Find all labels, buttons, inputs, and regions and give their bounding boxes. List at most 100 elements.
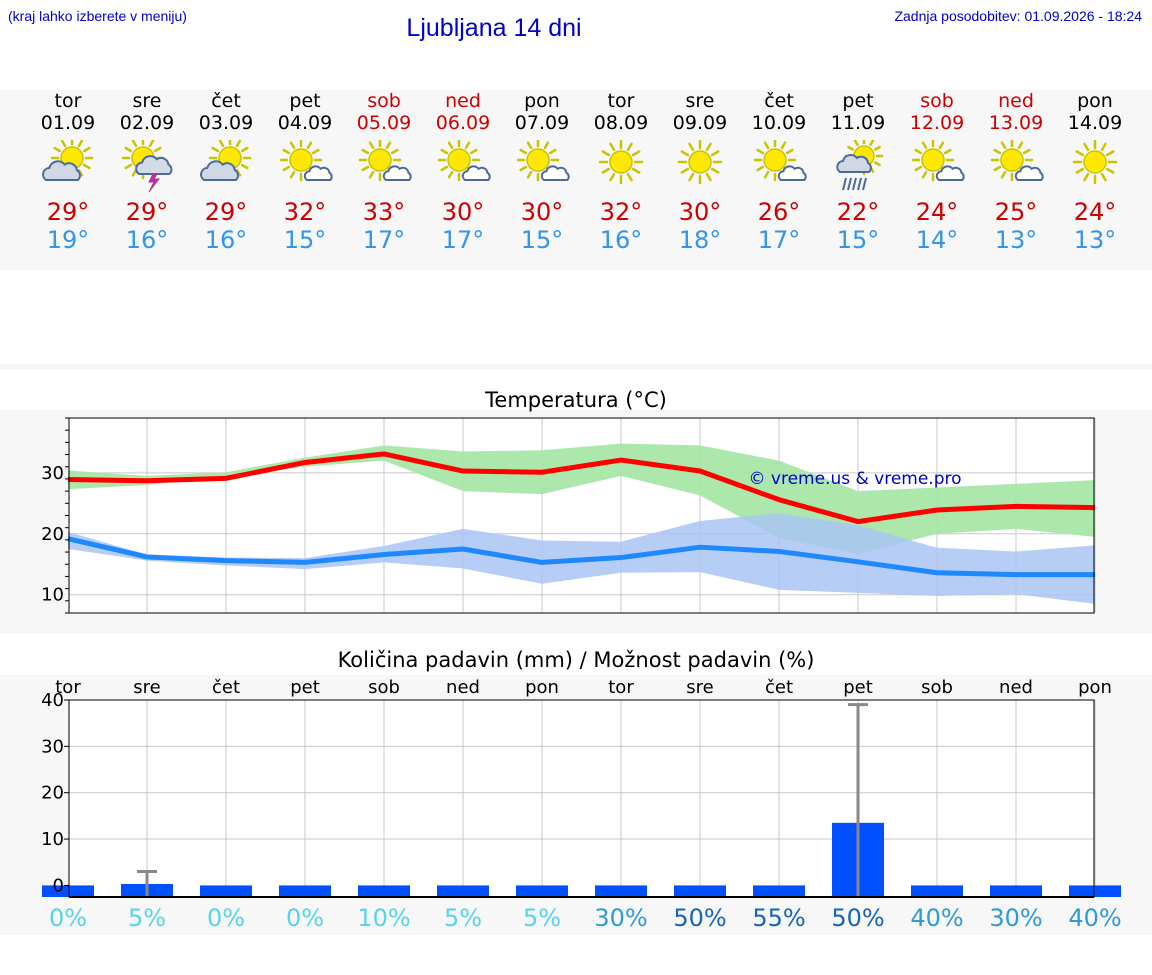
- precip-probability: 30%: [594, 904, 648, 932]
- temp-chart-panel: [0, 410, 1152, 634]
- min-temp: 19°: [46, 226, 90, 254]
- day-name: ned: [998, 90, 1034, 112]
- precip-probability: 30%: [989, 904, 1043, 932]
- precip-probability: 50%: [831, 904, 885, 932]
- sun-small-cloud-icon: [437, 140, 491, 182]
- max-temp: 29°: [204, 198, 248, 226]
- page-title: Ljubljana 14 dni: [406, 14, 582, 42]
- day-name: pet: [842, 90, 874, 112]
- day-header: pet 11.09: [818, 90, 898, 134]
- max-temp: 30°: [678, 198, 722, 226]
- day-header: sob 05.09: [344, 90, 424, 134]
- precip-probability: 5%: [443, 904, 483, 932]
- max-temp: 30°: [441, 198, 485, 226]
- max-temp: 29°: [46, 198, 90, 226]
- min-temp: 13°: [1073, 226, 1117, 254]
- max-temp: 24°: [915, 198, 959, 226]
- min-temp: 16°: [204, 226, 248, 254]
- min-temp: 15°: [836, 226, 880, 254]
- day-name: sob: [367, 90, 401, 112]
- max-temp: 25°: [994, 198, 1038, 226]
- day-header: sob 12.09: [897, 90, 977, 134]
- thunderstorm-icon: [121, 140, 173, 193]
- min-temp: 18°: [678, 226, 722, 254]
- day-date: 07.09: [514, 112, 570, 134]
- max-temp: 24°: [1073, 198, 1117, 226]
- day-date: 10.09: [751, 112, 807, 134]
- max-temp: 32°: [283, 198, 327, 226]
- min-temp: 16°: [599, 226, 643, 254]
- partly-cloudy-icon: [42, 140, 94, 181]
- max-temp: 33°: [362, 198, 406, 226]
- sun-icon: [598, 140, 644, 185]
- max-temp: 30°: [520, 198, 564, 226]
- day-date: 03.09: [198, 112, 254, 134]
- day-date: 01.09: [40, 112, 96, 134]
- min-temp: 17°: [441, 226, 485, 254]
- min-temp: 14°: [915, 226, 959, 254]
- precip-probability: 50%: [673, 904, 727, 932]
- separator: [0, 364, 1152, 370]
- sun-icon: [1072, 140, 1118, 185]
- min-temp: 17°: [362, 226, 406, 254]
- max-temp: 22°: [836, 198, 880, 226]
- day-header: pon 14.09: [1055, 90, 1135, 134]
- day-header: čet 03.09: [186, 90, 266, 134]
- sun-small-cloud-icon: [516, 140, 570, 182]
- sun-small-cloud-icon: [753, 140, 807, 182]
- day-header: pet 04.09: [265, 90, 345, 134]
- precip-probability: 5%: [127, 904, 167, 932]
- sun-small-cloud-icon: [279, 140, 333, 182]
- min-temp: 15°: [283, 226, 327, 254]
- sun-small-cloud-icon: [911, 140, 965, 182]
- day-header: sre 02.09: [107, 90, 187, 134]
- sun-small-cloud-icon: [990, 140, 1044, 182]
- day-name: sob: [920, 90, 954, 112]
- max-temp: 32°: [599, 198, 643, 226]
- min-temp: 17°: [757, 226, 801, 254]
- day-date: 06.09: [435, 112, 491, 134]
- day-header: sre 09.09: [660, 90, 740, 134]
- day-date: 13.09: [988, 112, 1044, 134]
- day-date: 09.09: [672, 112, 728, 134]
- precip-probability: 0%: [285, 904, 325, 932]
- day-header: čet 10.09: [739, 90, 819, 134]
- day-header: ned 06.09: [423, 90, 503, 134]
- precip-probability: 0%: [206, 904, 246, 932]
- precip-probability: 5%: [522, 904, 562, 932]
- day-name: pon: [1077, 90, 1113, 112]
- day-header: pon 07.09: [502, 90, 582, 134]
- last-update: Zadnja posodobitev: 01.09.2026 - 18:24: [894, 8, 1142, 24]
- min-temp: 13°: [994, 226, 1038, 254]
- precip-chart-title: Količina padavin (mm) / Možnost padavin …: [337, 648, 815, 672]
- precip-probability: 55%: [752, 904, 806, 932]
- partly-cloudy-icon: [200, 140, 252, 181]
- day-date: 12.09: [909, 112, 965, 134]
- sun-small-cloud-icon: [358, 140, 412, 182]
- min-temp: 16°: [125, 226, 169, 254]
- location-hint: (kraj lahko izberete v meniju): [8, 8, 187, 24]
- day-name: čet: [764, 90, 794, 112]
- day-header: ned 13.09: [976, 90, 1056, 134]
- day-date: 04.09: [277, 112, 333, 134]
- day-header: tor 08.09: [581, 90, 661, 134]
- precip-chart-panel: [0, 675, 1152, 935]
- day-name: pon: [524, 90, 560, 112]
- precip-probability: 40%: [1068, 904, 1122, 932]
- max-temp: 29°: [125, 198, 169, 226]
- day-date: 05.09: [356, 112, 412, 134]
- max-temp: 26°: [757, 198, 801, 226]
- precip-probability: 0%: [48, 904, 88, 932]
- day-date: 02.09: [119, 112, 175, 134]
- precip-probability: 10%: [357, 904, 411, 932]
- day-name: ned: [445, 90, 481, 112]
- day-name: sre: [132, 90, 162, 112]
- day-header: tor 01.09: [28, 90, 108, 134]
- min-temp: 15°: [520, 226, 564, 254]
- day-name: sre: [685, 90, 715, 112]
- day-date: 11.09: [830, 112, 886, 134]
- day-name: tor: [54, 90, 82, 112]
- day-name: pet: [289, 90, 321, 112]
- temp-chart-title: Temperatura (°C): [485, 388, 667, 412]
- day-date: 08.09: [593, 112, 649, 134]
